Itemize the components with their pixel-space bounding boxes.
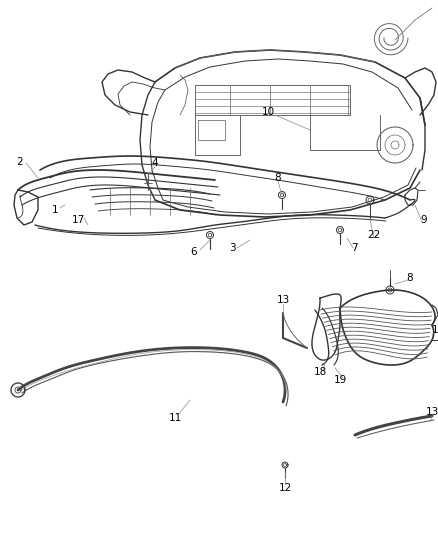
Text: 10: 10 [261, 107, 275, 117]
Text: 6: 6 [191, 247, 197, 257]
Text: 13: 13 [276, 295, 290, 305]
Text: 11: 11 [168, 413, 182, 423]
Text: 8: 8 [407, 273, 413, 283]
Text: 9: 9 [420, 215, 427, 225]
Text: 12: 12 [279, 483, 292, 493]
Text: 1: 1 [52, 205, 58, 215]
Text: 4: 4 [152, 158, 158, 168]
Text: 16: 16 [431, 325, 438, 335]
Text: 22: 22 [367, 230, 381, 240]
Text: 8: 8 [275, 173, 281, 183]
Text: 17: 17 [71, 215, 85, 225]
Text: 13: 13 [425, 407, 438, 417]
Text: 19: 19 [333, 375, 346, 385]
Text: 7: 7 [351, 243, 357, 253]
Text: 3: 3 [229, 243, 235, 253]
Text: 2: 2 [17, 157, 23, 167]
Text: 18: 18 [313, 367, 327, 377]
